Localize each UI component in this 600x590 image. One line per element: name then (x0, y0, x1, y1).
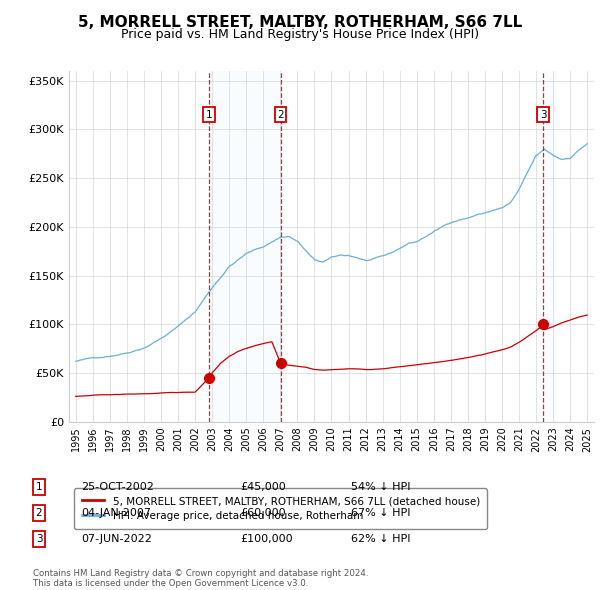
Bar (209, 71, 281, 422)
Bar (544, 71, 557, 422)
Text: 62% ↓ HPI: 62% ↓ HPI (351, 534, 410, 543)
Text: Price paid vs. HM Land Registry's House Price Index (HPI): Price paid vs. HM Land Registry's House … (121, 28, 479, 41)
Text: Contains HM Land Registry data © Crown copyright and database right 2024.
This d: Contains HM Land Registry data © Crown c… (33, 569, 368, 588)
Text: 3: 3 (540, 110, 547, 120)
Text: 67% ↓ HPI: 67% ↓ HPI (351, 508, 410, 517)
Text: 25-OCT-2002: 25-OCT-2002 (81, 482, 154, 491)
Text: 5, MORRELL STREET, MALTBY, ROTHERHAM, S66 7LL: 5, MORRELL STREET, MALTBY, ROTHERHAM, S6… (78, 15, 522, 30)
Text: 04-JAN-2007: 04-JAN-2007 (81, 508, 151, 517)
Text: £60,000: £60,000 (240, 508, 286, 517)
Text: 1: 1 (35, 482, 43, 491)
Text: 2: 2 (35, 508, 43, 517)
Text: 54% ↓ HPI: 54% ↓ HPI (351, 482, 410, 491)
Text: 1: 1 (206, 110, 212, 120)
Legend: 5, MORRELL STREET, MALTBY, ROTHERHAM, S66 7LL (detached house), HPI: Average pri: 5, MORRELL STREET, MALTBY, ROTHERHAM, S6… (74, 489, 487, 529)
Text: 07-JUN-2022: 07-JUN-2022 (81, 534, 152, 543)
Text: £45,000: £45,000 (240, 482, 286, 491)
Text: 2: 2 (277, 110, 284, 120)
Text: 3: 3 (35, 534, 43, 543)
Text: £100,000: £100,000 (240, 534, 293, 543)
